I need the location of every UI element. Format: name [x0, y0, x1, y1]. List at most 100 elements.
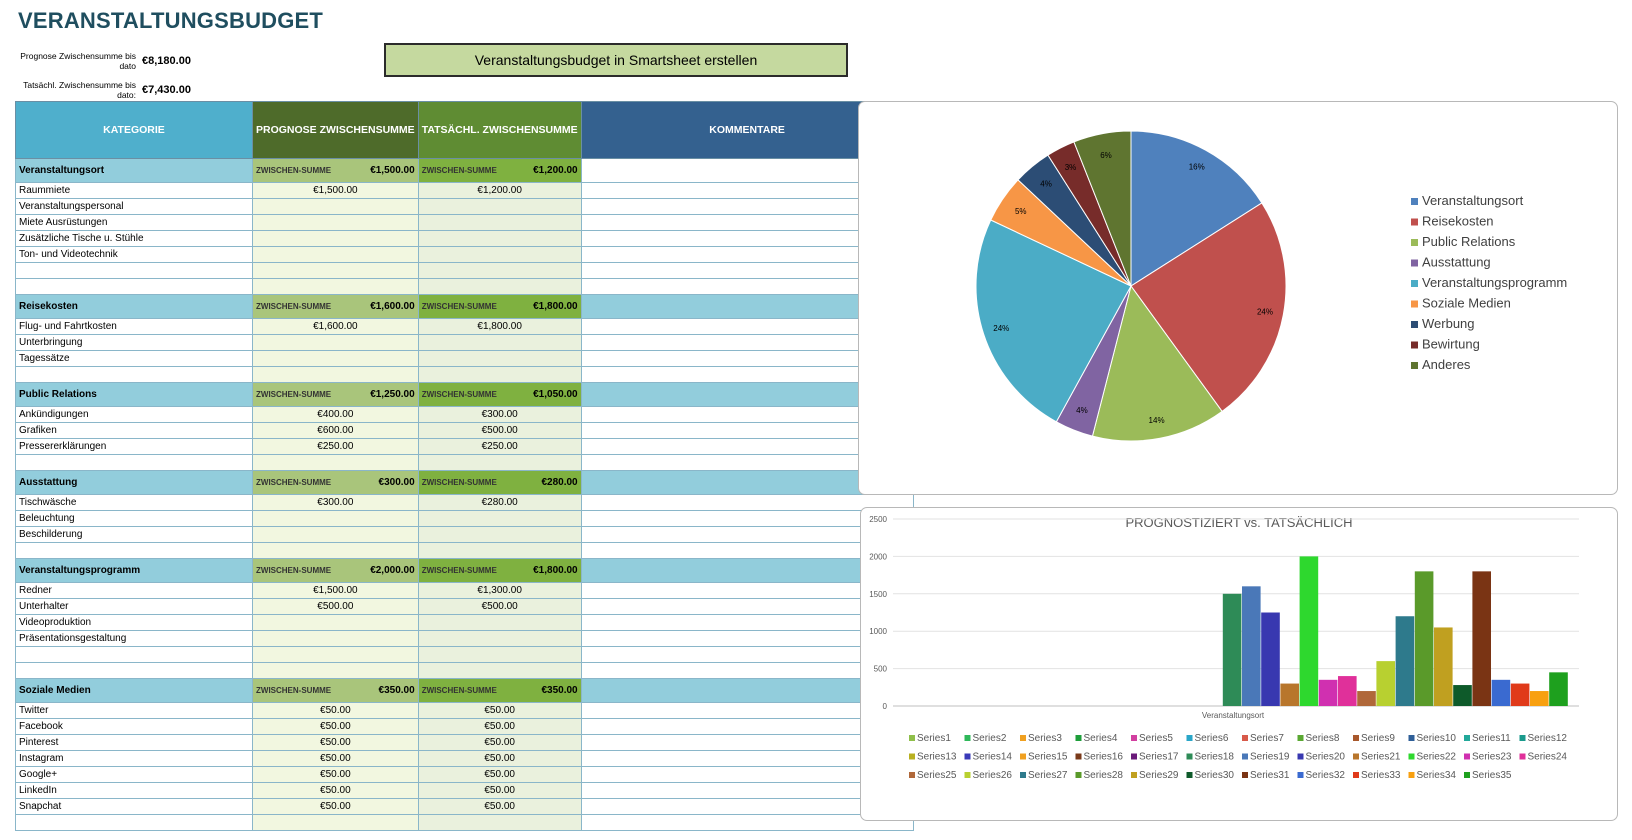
item-label[interactable]: Redner — [15, 582, 253, 599]
item-forecast-cell[interactable]: €50.00 — [252, 766, 419, 783]
item-actual-cell[interactable]: €50.00 — [417, 782, 582, 799]
item-actual-cell[interactable] — [417, 662, 582, 679]
item-forecast-cell[interactable] — [252, 334, 419, 351]
item-actual-cell[interactable]: €250.00 — [417, 438, 582, 455]
item-label[interactable] — [15, 662, 253, 679]
item-actual-cell[interactable] — [417, 214, 582, 231]
item-actual-cell[interactable] — [417, 278, 582, 295]
item-label[interactable]: Snapchat — [15, 798, 253, 815]
item-actual-cell[interactable] — [417, 630, 582, 647]
item-forecast-cell[interactable] — [252, 198, 419, 215]
item-forecast-cell[interactable] — [252, 246, 419, 263]
item-label[interactable]: Ankündigungen — [15, 406, 253, 423]
item-label[interactable]: Raummiete — [15, 182, 253, 199]
item-actual-cell[interactable] — [417, 350, 582, 367]
item-label[interactable]: Flug- und Fahrtkosten — [15, 318, 253, 335]
item-label[interactable]: Pinterest — [15, 734, 253, 751]
item-label[interactable] — [15, 366, 253, 383]
item-forecast-cell[interactable] — [252, 366, 419, 383]
item-forecast-cell[interactable] — [252, 230, 419, 247]
item-actual-cell[interactable] — [417, 198, 582, 215]
item-actual-cell[interactable]: €1,200.00 — [417, 182, 582, 199]
item-label[interactable]: Unterhalter — [15, 598, 253, 615]
item-forecast-cell[interactable] — [252, 646, 419, 663]
item-label[interactable]: Ton- und Videotechnik — [15, 246, 253, 263]
item-forecast-cell[interactable]: €50.00 — [252, 798, 419, 815]
item-label[interactable] — [15, 646, 253, 663]
item-forecast-cell[interactable]: €600.00 — [252, 422, 419, 439]
item-actual-cell[interactable] — [417, 542, 582, 559]
item-actual-cell[interactable]: €500.00 — [417, 422, 582, 439]
item-label[interactable]: Tagessätze — [15, 350, 253, 367]
item-actual-cell[interactable] — [417, 230, 582, 247]
item-forecast-cell[interactable]: €50.00 — [252, 718, 419, 735]
item-label[interactable] — [15, 278, 253, 295]
comment-cell[interactable] — [580, 814, 914, 831]
item-label[interactable] — [15, 262, 253, 279]
item-actual-cell[interactable]: €1,800.00 — [417, 318, 582, 335]
item-forecast-cell[interactable] — [252, 542, 419, 559]
item-label[interactable]: Tischwäsche — [15, 494, 253, 511]
item-forecast-cell[interactable]: €1,500.00 — [252, 182, 419, 199]
item-forecast-cell[interactable] — [252, 350, 419, 367]
item-label[interactable]: Pressererklärungen — [15, 438, 253, 455]
item-label[interactable]: Miete Ausrüstungen — [15, 214, 253, 231]
item-actual-cell[interactable] — [417, 454, 582, 471]
item-actual-cell[interactable] — [417, 526, 582, 543]
item-actual-cell[interactable]: €280.00 — [417, 494, 582, 511]
item-forecast-cell[interactable]: €250.00 — [252, 438, 419, 455]
item-label[interactable]: Instagram — [15, 750, 253, 767]
item-forecast-cell[interactable]: €1,600.00 — [252, 318, 419, 335]
item-actual-cell[interactable] — [417, 614, 582, 631]
item-label[interactable] — [15, 814, 253, 831]
item-forecast-cell[interactable]: €400.00 — [252, 406, 419, 423]
item-actual-cell[interactable] — [417, 814, 582, 831]
comment-cell[interactable] — [580, 678, 914, 703]
item-actual-cell[interactable] — [417, 646, 582, 663]
item-label[interactable]: Twitter — [15, 702, 253, 719]
item-actual-cell[interactable]: €50.00 — [417, 734, 582, 751]
item-forecast-cell[interactable] — [252, 278, 419, 295]
item-label[interactable]: Zusätzliche Tische u. Stühle — [15, 230, 253, 247]
item-forecast-cell[interactable] — [252, 454, 419, 471]
item-actual-cell[interactable] — [417, 334, 582, 351]
item-forecast-cell[interactable]: €50.00 — [252, 750, 419, 767]
item-forecast-cell[interactable]: €50.00 — [252, 702, 419, 719]
item-actual-cell[interactable] — [417, 246, 582, 263]
item-actual-cell[interactable]: €50.00 — [417, 702, 582, 719]
item-forecast-cell[interactable]: €50.00 — [252, 782, 419, 799]
item-actual-cell[interactable]: €1,300.00 — [417, 582, 582, 599]
item-actual-cell[interactable]: €50.00 — [417, 750, 582, 767]
item-forecast-cell[interactable]: €1,500.00 — [252, 582, 419, 599]
item-label[interactable]: Unterbringung — [15, 334, 253, 351]
item-forecast-cell[interactable] — [252, 262, 419, 279]
item-actual-cell[interactable] — [417, 262, 582, 279]
item-forecast-cell[interactable] — [252, 614, 419, 631]
item-label[interactable]: Videoproduktion — [15, 614, 253, 631]
item-forecast-cell[interactable] — [252, 630, 419, 647]
item-label[interactable]: LinkedIn — [15, 782, 253, 799]
item-label[interactable]: Grafiken — [15, 422, 253, 439]
item-forecast-cell[interactable]: €500.00 — [252, 598, 419, 615]
item-forecast-cell[interactable] — [252, 214, 419, 231]
item-label[interactable]: Beschilderung — [15, 526, 253, 543]
item-label[interactable]: Veranstaltungspersonal — [15, 198, 253, 215]
item-forecast-cell[interactable] — [252, 510, 419, 527]
item-label[interactable]: Präsentationsgestaltung — [15, 630, 253, 647]
item-label[interactable] — [15, 454, 253, 471]
item-label[interactable] — [15, 542, 253, 559]
item-forecast-cell[interactable] — [252, 814, 419, 831]
item-actual-cell[interactable]: €50.00 — [417, 798, 582, 815]
item-label[interactable]: Facebook — [15, 718, 253, 735]
item-forecast-cell[interactable] — [252, 526, 419, 543]
item-forecast-cell[interactable]: €50.00 — [252, 734, 419, 751]
item-actual-cell[interactable]: €300.00 — [417, 406, 582, 423]
create-in-smartsheet-button[interactable]: Veranstaltungsbudget in Smartsheet erste… — [384, 43, 848, 77]
item-forecast-cell[interactable] — [252, 662, 419, 679]
item-actual-cell[interactable] — [417, 366, 582, 383]
item-actual-cell[interactable]: €50.00 — [417, 766, 582, 783]
item-actual-cell[interactable]: €500.00 — [417, 598, 582, 615]
item-actual-cell[interactable] — [417, 510, 582, 527]
item-label[interactable]: Google+ — [15, 766, 253, 783]
item-label[interactable]: Beleuchtung — [15, 510, 253, 527]
